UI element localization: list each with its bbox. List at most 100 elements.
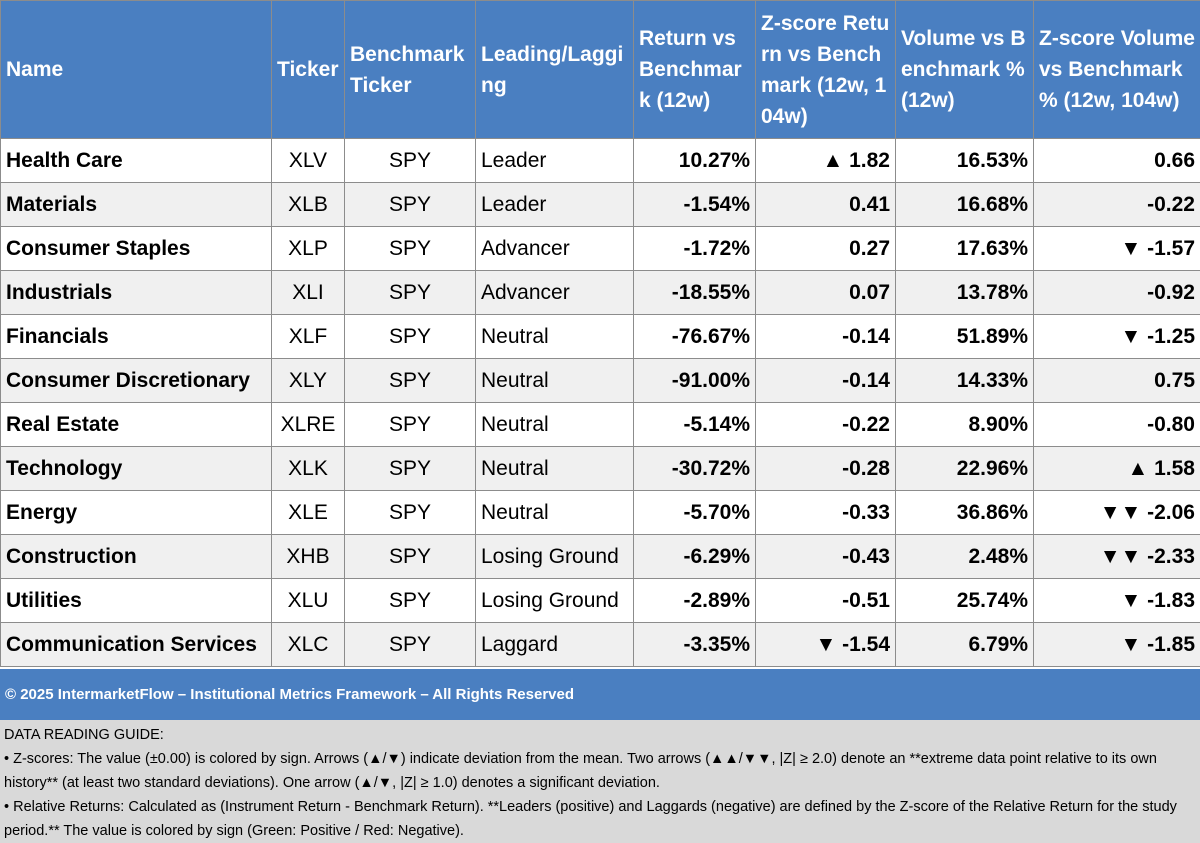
table-row: Communication Services XLC SPY Laggard -3.35… — [0, 622, 1200, 667]
cell-zscore-volume: ▼▼ -2.06 — [1033, 490, 1200, 535]
cell-name: Financials — [0, 314, 272, 359]
cell-name: Consumer Staples — [0, 226, 272, 271]
cell-benchmark: SPY — [344, 534, 476, 579]
guide-title: DATA READING GUIDE: — [4, 727, 164, 743]
cell-zscore-volume: -0.92 — [1033, 270, 1200, 315]
table-row: Technology XLK SPY Neutral -30.72% -0.28 22.96… — [0, 446, 1200, 491]
header-zscore-volume: Z-score Volume vs Benchmark % (12w, 104w… — [1033, 0, 1200, 139]
cell-benchmark: SPY — [344, 490, 476, 535]
header-zscore-return: Z-score Return vs Benchmark (12w, 104w) — [755, 0, 896, 139]
cell-zscore-return: 0.07 — [755, 270, 896, 315]
cell-ticker: XLRE — [271, 402, 345, 447]
cell-return: -91.00% — [633, 358, 756, 403]
cell-zscore-volume: 0.75 — [1033, 358, 1200, 403]
cell-status: Neutral — [475, 314, 634, 359]
cell-ticker: XLF — [271, 314, 345, 359]
cell-zscore-volume: ▲ 1.58 — [1033, 446, 1200, 491]
cell-zscore-volume: -0.80 — [1033, 402, 1200, 447]
cell-zscore-return: ▼ -1.54 — [755, 622, 896, 667]
cell-name: Consumer Discretionary — [0, 358, 272, 403]
cell-volume: 6.79% — [895, 622, 1034, 667]
cell-status: Neutral — [475, 358, 634, 403]
cell-return: -5.70% — [633, 490, 756, 535]
cell-status: Laggard — [475, 622, 634, 667]
cell-name: Energy — [0, 490, 272, 535]
table-row: Industrials XLI SPY Advancer -18.55% 0.07 13.7… — [0, 270, 1200, 315]
cell-zscore-return: 0.41 — [755, 182, 896, 227]
cell-zscore-return: -0.14 — [755, 314, 896, 359]
cell-zscore-volume: 0.66 — [1033, 138, 1200, 183]
header-name: Name — [0, 0, 272, 139]
cell-ticker: XLY — [271, 358, 345, 403]
cell-status: Losing Ground — [475, 534, 634, 579]
header-ticker: Ticker — [271, 0, 345, 139]
table-row: Construction XHB SPY Losing Ground -6.29% -0.… — [0, 534, 1200, 579]
cell-volume: 16.68% — [895, 182, 1034, 227]
cell-zscore-return: -0.43 — [755, 534, 896, 579]
cell-benchmark: SPY — [344, 578, 476, 623]
header-volume-vs-benchmark: Volume vs Benchmark % (12w) — [895, 0, 1034, 139]
guide-zscores: • Z-scores: The value (±0.00) is colored… — [4, 751, 1157, 791]
cell-return: -3.35% — [633, 622, 756, 667]
cell-name: Real Estate — [0, 402, 272, 447]
cell-volume: 36.86% — [895, 490, 1034, 535]
cell-return: -2.89% — [633, 578, 756, 623]
data-reading-guide: DATA READING GUIDE: • Z-scores: The valu… — [0, 720, 1200, 843]
cell-name: Utilities — [0, 578, 272, 623]
cell-return: -6.29% — [633, 534, 756, 579]
cell-volume: 14.33% — [895, 358, 1034, 403]
table-row: Consumer Staples XLP SPY Advancer -1.72% 0.27… — [0, 226, 1200, 271]
header-return-vs-benchmark: Return vs Benchmark (12w) — [633, 0, 756, 139]
cell-volume: 51.89% — [895, 314, 1034, 359]
cell-zscore-volume: ▼▼ -2.33 — [1033, 534, 1200, 579]
cell-status: Neutral — [475, 490, 634, 535]
cell-benchmark: SPY — [344, 358, 476, 403]
table-row: Materials XLB SPY Leader -1.54% 0.41 16.68% -0.… — [0, 182, 1200, 227]
cell-ticker: XLU — [271, 578, 345, 623]
cell-name: Construction — [0, 534, 272, 579]
cell-status: Neutral — [475, 446, 634, 491]
cell-ticker: XLV — [271, 138, 345, 183]
cell-ticker: XLI — [271, 270, 345, 315]
cell-zscore-volume: -0.22 — [1033, 182, 1200, 227]
header-leading-lagging: Leading/Lagging — [475, 0, 634, 139]
metrics-table: Name Ticker Benchmark Ticker Leading/Lag… — [0, 0, 1200, 667]
cell-volume: 8.90% — [895, 402, 1034, 447]
cell-benchmark: SPY — [344, 402, 476, 447]
header-row: Name Ticker Benchmark Ticker Leading/Lag… — [0, 0, 1200, 139]
cell-volume: 2.48% — [895, 534, 1034, 579]
cell-ticker: XLE — [271, 490, 345, 535]
table-row: Financials XLF SPY Neutral -76.67% -0.14 51.89… — [0, 314, 1200, 359]
cell-benchmark: SPY — [344, 314, 476, 359]
cell-zscore-return: ▲ 1.82 — [755, 138, 896, 183]
cell-zscore-volume: ▼ -1.57 — [1033, 226, 1200, 271]
header-benchmark-ticker: Benchmark Ticker — [344, 0, 476, 139]
cell-ticker: XLK — [271, 446, 345, 491]
cell-volume: 22.96% — [895, 446, 1034, 491]
cell-benchmark: SPY — [344, 622, 476, 667]
cell-name: Technology — [0, 446, 272, 491]
cell-benchmark: SPY — [344, 270, 476, 315]
table-row: Utilities XLU SPY Losing Ground -2.89% -0.51 2… — [0, 578, 1200, 623]
cell-benchmark: SPY — [344, 226, 476, 271]
cell-return: -30.72% — [633, 446, 756, 491]
cell-benchmark: SPY — [344, 138, 476, 183]
cell-ticker: XLB — [271, 182, 345, 227]
table-row: Health Care XLV SPY Leader 10.27% ▲ 1.82 16.53… — [0, 138, 1200, 183]
cell-return: -5.14% — [633, 402, 756, 447]
cell-return: -1.72% — [633, 226, 756, 271]
cell-zscore-return: -0.14 — [755, 358, 896, 403]
table-row: Energy XLE SPY Neutral -5.70% -0.33 36.86% ▼▼ -… — [0, 490, 1200, 535]
cell-ticker: XLC — [271, 622, 345, 667]
table-row: Real Estate XLRE SPY Neutral -5.14% -0.22 8.90… — [0, 402, 1200, 447]
cell-zscore-volume: ▼ -1.85 — [1033, 622, 1200, 667]
cell-benchmark: SPY — [344, 446, 476, 491]
cell-status: Advancer — [475, 226, 634, 271]
cell-status: Leader — [475, 182, 634, 227]
cell-status: Advancer — [475, 270, 634, 315]
cell-volume: 13.78% — [895, 270, 1034, 315]
cell-zscore-return: -0.28 — [755, 446, 896, 491]
cell-zscore-return: -0.22 — [755, 402, 896, 447]
cell-status: Leader — [475, 138, 634, 183]
